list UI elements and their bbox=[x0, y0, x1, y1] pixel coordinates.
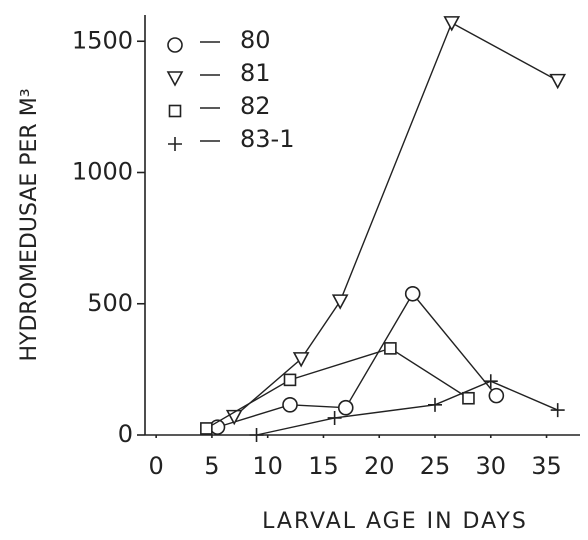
x-axis-label: LARVAL AGE IN DAYS bbox=[262, 509, 528, 534]
data-point bbox=[462, 391, 475, 405]
data-point bbox=[337, 399, 354, 416]
data-point bbox=[282, 397, 298, 413]
x-tick-label: 35 bbox=[531, 452, 562, 480]
data-point bbox=[404, 285, 421, 302]
data-point bbox=[549, 73, 567, 90]
y-tick-label: 0 bbox=[118, 420, 133, 448]
y-tick-label: 1500 bbox=[72, 26, 133, 54]
data-point bbox=[384, 342, 397, 355]
data-point bbox=[283, 373, 297, 387]
x-tick-label: 10 bbox=[252, 452, 283, 480]
legend-label: 80 bbox=[240, 26, 271, 54]
legend-symbol bbox=[166, 71, 184, 87]
series-line bbox=[256, 380, 558, 436]
data-point bbox=[292, 352, 310, 368]
data-point bbox=[249, 428, 264, 442]
y-tick-label: 1000 bbox=[72, 158, 133, 186]
y-axis-label: HYDROMEDUSAE PER M³ bbox=[17, 88, 42, 361]
x-tick-label: 25 bbox=[420, 452, 451, 480]
x-tick-label: 30 bbox=[475, 452, 506, 480]
data-point bbox=[331, 294, 349, 310]
data-point bbox=[327, 410, 342, 425]
x-tick-label: 0 bbox=[149, 452, 164, 480]
legend-label: 81 bbox=[240, 59, 271, 87]
data-point bbox=[483, 374, 498, 389]
y-tick-label: 500 bbox=[87, 289, 133, 317]
x-tick-label: 20 bbox=[364, 452, 395, 480]
legend-label: 82 bbox=[240, 92, 271, 120]
series-line bbox=[233, 21, 559, 418]
x-tick-label: 15 bbox=[308, 452, 339, 480]
series-line bbox=[217, 292, 497, 428]
data-point bbox=[428, 397, 442, 412]
legend-symbol bbox=[168, 104, 182, 118]
legend-symbol bbox=[168, 137, 182, 151]
data-point bbox=[550, 403, 565, 418]
series-line bbox=[205, 347, 469, 430]
data-point bbox=[488, 387, 505, 404]
x-tick-label: 5 bbox=[204, 452, 219, 480]
legend-symbol bbox=[167, 37, 183, 53]
data-point bbox=[443, 16, 461, 32]
data-point bbox=[200, 422, 213, 435]
legend-label: 83-1 bbox=[240, 125, 294, 153]
